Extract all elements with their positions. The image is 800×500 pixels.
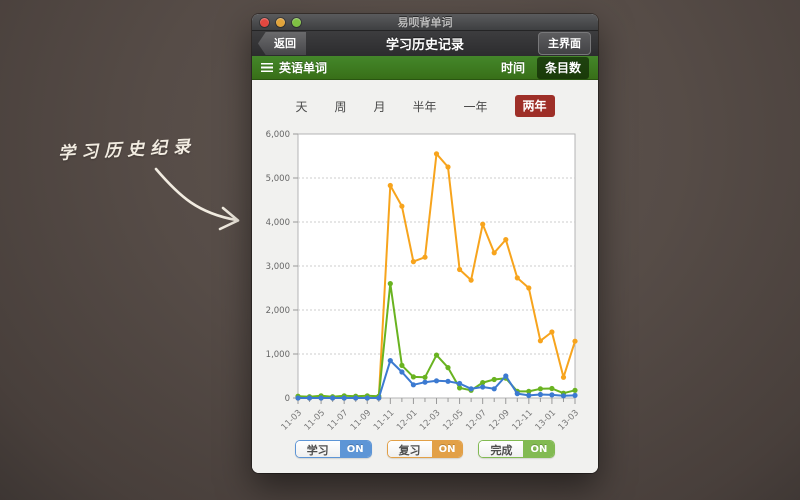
window-title: 易呗背单词 [397,16,453,29]
history-chart: 0 1,000 2,000 3,000 4,000 5,000 6,000 11-03 11-0… [252,121,598,437]
svg-text:12-05: 12-05 [441,408,466,433]
legend-toggle-state: ON [523,441,555,457]
svg-text:12-11: 12-11 [510,408,535,433]
svg-text:12-09: 12-09 [487,408,512,433]
wordbook-bar: 英语单词 时间 条目数 [252,56,598,80]
range-tab-天[interactable]: 天 [295,99,308,114]
range-tabs: 天 周 月 半年 一年 两年 [295,95,555,117]
legend-toggle-label: 复习 [387,441,432,457]
annotation-arrow-icon [154,167,240,231]
svg-text:13-03: 13-03 [557,408,582,433]
content-area: 天 周 月 半年 一年 两年 0 1,000 2,000 3,000 4,000 5,000 6,00… [252,80,598,473]
legend-toggle-label: 学习 [295,441,340,457]
legend-toggle-复习[interactable]: 复习 ON [386,440,464,458]
close-window-button[interactable] [260,17,269,27]
legend-toggle-label: 完成 [479,441,524,457]
svg-text:12-03: 12-03 [418,408,443,433]
legend-toggle-学习[interactable]: 学习 ON [294,440,372,458]
svg-text:0: 0 [285,394,290,404]
svg-text:6,000: 6,000 [266,130,290,140]
svg-text:11-05: 11-05 [303,408,328,433]
mode-entries-button[interactable]: 条目数 [536,56,589,79]
svg-text:11-09: 11-09 [349,408,374,433]
menu-icon [261,63,273,72]
range-tab-半年[interactable]: 半年 [412,99,437,114]
app-window: 易呗背单词 返回 学习历史记录 主界面 英语单词 时间 条目数 天 周 月 半年 一年 两… [252,14,598,473]
toolbar: 返回 学习历史记录 主界面 [252,31,598,56]
mode-switch: 时间 条目数 [500,56,589,79]
svg-text:11-07: 11-07 [326,408,351,433]
traffic-lights [260,14,301,30]
zoom-window-button[interactable] [292,17,301,27]
mode-time-button[interactable]: 时间 [500,61,525,75]
legend-toggle-完成[interactable]: 完成 ON [478,440,556,458]
back-button[interactable]: 返回 [258,32,306,55]
legend-toggle-state: ON [431,441,463,457]
range-tab-月[interactable]: 月 [373,99,386,114]
svg-text:5,000: 5,000 [266,174,290,184]
svg-text:3,000: 3,000 [266,262,290,272]
svg-text:2,000: 2,000 [266,306,290,316]
window-titlebar[interactable]: 易呗背单词 [252,14,598,31]
svg-text:11-03: 11-03 [280,408,305,433]
wordbook-selector[interactable]: 英语单词 [261,59,327,76]
range-tab-两年[interactable]: 两年 [514,95,555,117]
svg-text:12-01: 12-01 [395,408,420,433]
wordbook-name: 英语单词 [279,61,328,75]
legend-toggle-state: ON [339,441,371,457]
range-tab-一年[interactable]: 一年 [463,99,488,114]
page-title: 学习历史记录 [385,38,464,53]
svg-text:4,000: 4,000 [266,218,290,228]
annotation-text: 学习历史纪录 [57,136,197,164]
svg-text:13-01: 13-01 [533,408,558,433]
svg-text:1,000: 1,000 [266,350,290,360]
minimize-window-button[interactable] [276,17,285,27]
svg-text:11-11: 11-11 [372,408,397,433]
svg-text:12-07: 12-07 [464,408,489,433]
legend: 学习 ON 复习 ON 完成 ON [294,440,556,458]
range-tab-周[interactable]: 周 [334,99,347,114]
main-screen-button[interactable]: 主界面 [538,32,591,55]
